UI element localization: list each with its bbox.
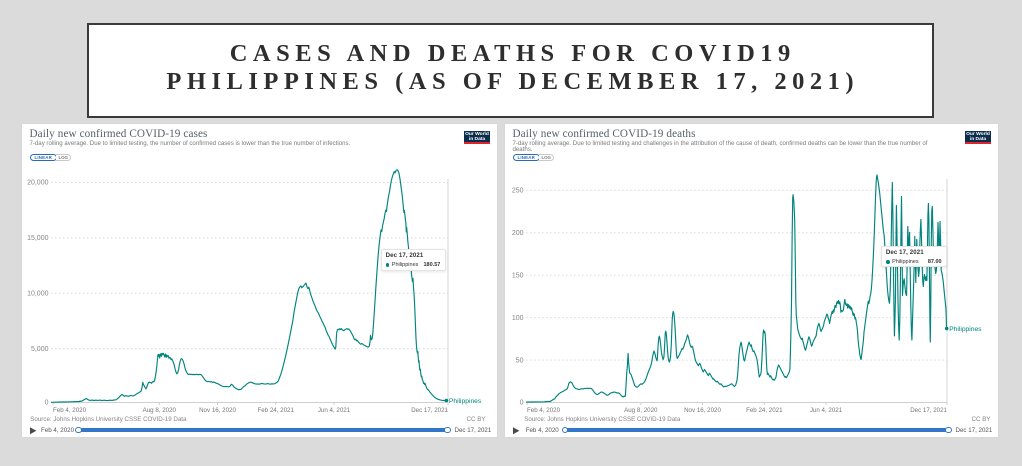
svg-text:Feb 24, 2021: Feb 24, 2021 <box>746 407 783 414</box>
svg-text:Nov 16, 2020: Nov 16, 2020 <box>199 407 236 414</box>
svg-text:Feb 4, 2020: Feb 4, 2020 <box>53 407 87 414</box>
svg-text:Dec 17, 2021: Dec 17, 2021 <box>910 407 947 414</box>
svg-text:Feb 24, 2021: Feb 24, 2021 <box>257 407 294 414</box>
svg-text:Feb 4, 2020: Feb 4, 2020 <box>527 407 561 414</box>
svg-text:150: 150 <box>512 272 524 279</box>
svg-text:Dec 17, 2021: Dec 17, 2021 <box>411 407 448 414</box>
svg-text:Aug 8, 2020: Aug 8, 2020 <box>143 407 177 414</box>
svg-text:Philippines: Philippines <box>449 398 482 405</box>
svg-text:Jun 4, 2021: Jun 4, 2021 <box>810 407 843 414</box>
svg-text:200: 200 <box>512 229 524 236</box>
svg-text:15,000: 15,000 <box>27 235 49 242</box>
svg-text:0: 0 <box>520 399 524 406</box>
svg-text:0: 0 <box>45 399 49 406</box>
svg-text:50: 50 <box>516 357 524 364</box>
svg-text:250: 250 <box>512 187 524 194</box>
svg-text:100: 100 <box>512 314 524 321</box>
svg-text:Philippines: Philippines <box>949 326 982 333</box>
svg-text:Nov 16, 2020: Nov 16, 2020 <box>684 407 721 414</box>
svg-text:10,000: 10,000 <box>27 290 49 297</box>
svg-text:5,000: 5,000 <box>31 345 49 352</box>
svg-text:20,000: 20,000 <box>27 179 49 186</box>
svg-text:Jun 4, 2021: Jun 4, 2021 <box>318 407 351 414</box>
svg-text:Aug 8, 2020: Aug 8, 2020 <box>624 407 658 414</box>
